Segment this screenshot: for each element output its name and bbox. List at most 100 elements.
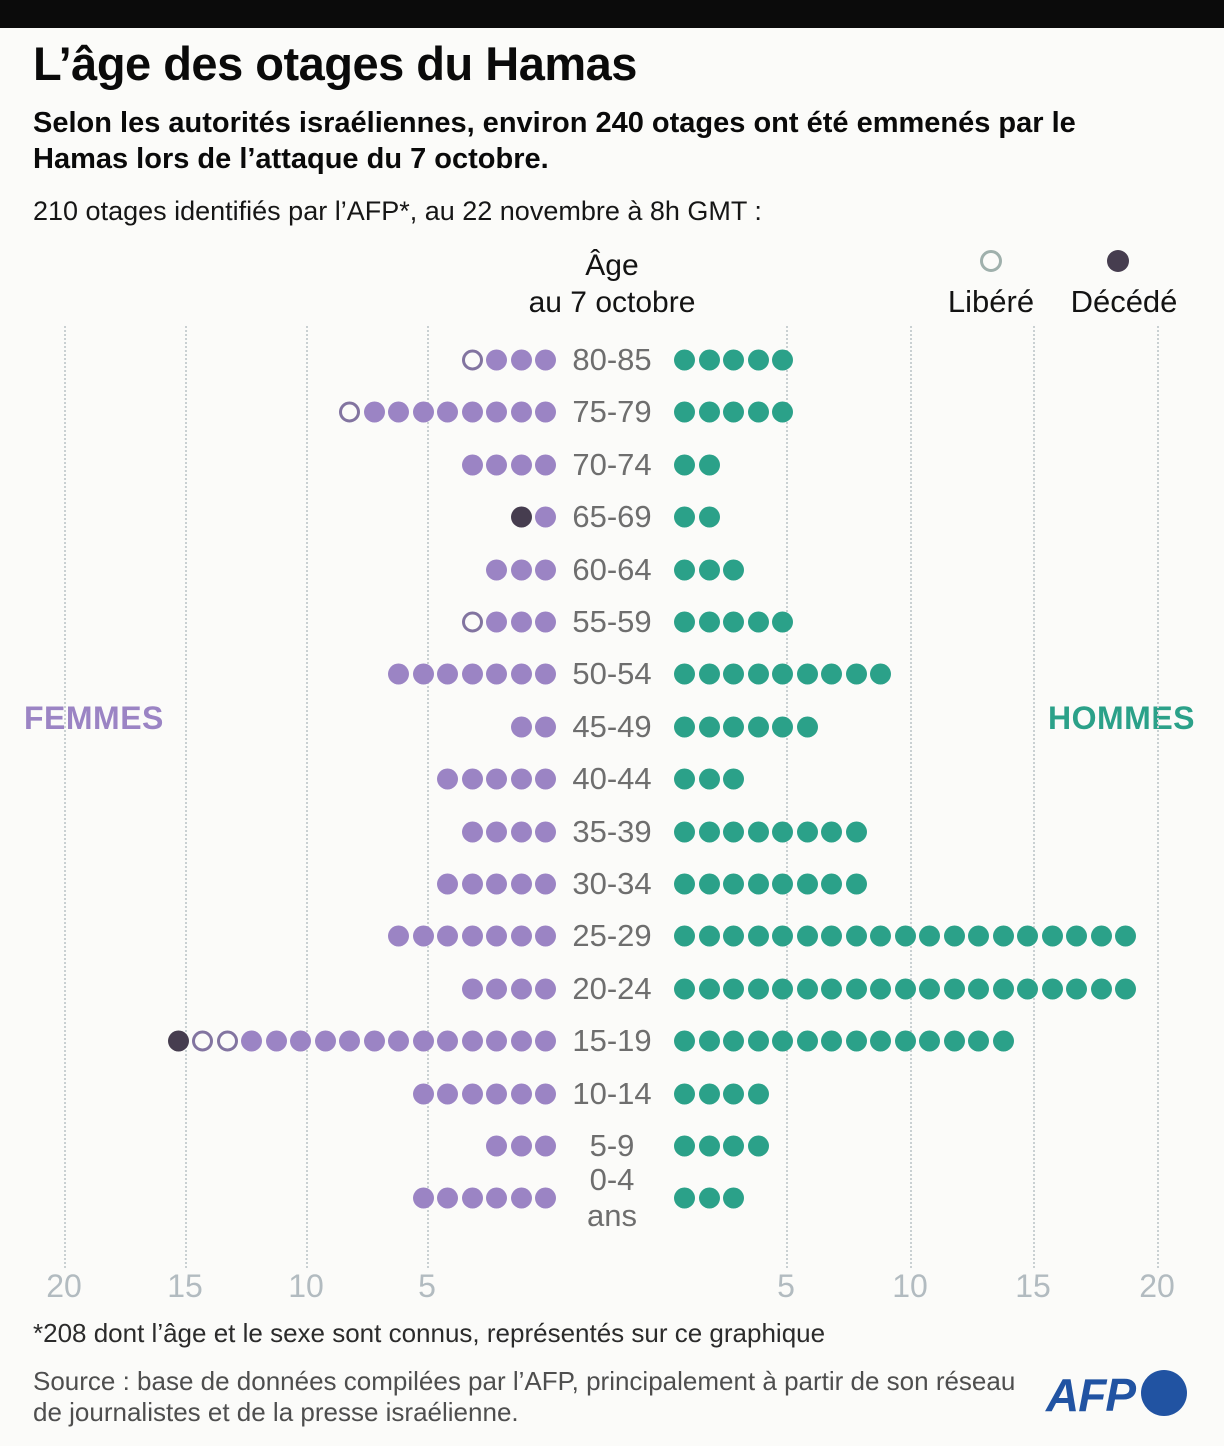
- age-group-label: 75-79: [572, 394, 652, 430]
- hostage-dot-women-held: [486, 768, 507, 790]
- hostage-dot-women-held: [461, 768, 483, 790]
- men-dots: [674, 401, 793, 423]
- women-dots: [461, 611, 556, 633]
- hostage-dot-men-held: [968, 978, 989, 1000]
- age-row-75-79: 75-79: [0, 386, 1224, 438]
- hostage-dot-men-held: [674, 716, 695, 738]
- hostage-dot-men-held: [747, 1030, 769, 1052]
- hostage-dot-men-held: [723, 349, 744, 371]
- hostage-dot-women-held: [486, 821, 507, 843]
- hostage-dot-women-deceased: [167, 1030, 189, 1052]
- hostage-dot-men-held: [919, 978, 940, 1000]
- age-group-label: 10-14: [572, 1075, 652, 1111]
- hostage-dot-women-held: [486, 925, 507, 947]
- hostage-dot-men-held: [772, 401, 793, 423]
- hostage-dot-men-held: [674, 1083, 695, 1105]
- hostage-dot-women-held: [535, 978, 556, 1000]
- age-group-label: 0-4 ans: [537, 1162, 687, 1234]
- hostage-dot-men-held: [1017, 925, 1038, 947]
- hostage-dot-men-held: [845, 978, 867, 1000]
- women-dots: [412, 1187, 556, 1209]
- hostage-dot-women-held: [437, 1083, 458, 1105]
- subtitle: Selon les autorités israéliennes, enviro…: [33, 107, 1076, 175]
- hostage-dot-women-held: [461, 454, 483, 476]
- hostage-dot-women-held: [388, 401, 409, 423]
- men-dots: [674, 873, 867, 895]
- hostage-dot-men-held: [796, 978, 818, 1000]
- axis-tick-label: 10: [288, 1268, 324, 1304]
- hostage-dot-women-held: [437, 925, 458, 947]
- hostage-dot-men-held: [723, 611, 744, 633]
- hostage-dot-men-held: [772, 716, 793, 738]
- age-group-label: 35-39: [572, 813, 652, 849]
- hostage-dot-women-held: [535, 873, 556, 895]
- hostage-dot-men-held: [674, 663, 695, 685]
- hostage-dot-women-held: [535, 454, 556, 476]
- hostage-dot-men-held: [772, 978, 793, 1000]
- hostage-dot-men-held: [698, 401, 720, 423]
- hostage-dot-men-held: [698, 559, 720, 581]
- age-group-label: 5-9: [589, 1128, 635, 1163]
- hostage-dot-women-held: [535, 1083, 556, 1105]
- age-row-60-64: 60-64: [0, 544, 1224, 596]
- women-dots: [510, 716, 556, 738]
- age-row-5-9: 5-9: [0, 1120, 1224, 1172]
- hostage-dot-women-held: [510, 768, 532, 790]
- hostage-dot-men-held: [821, 821, 842, 843]
- hostage-dot-women-held: [363, 1030, 385, 1052]
- hostage-dot-men-held: [1115, 925, 1136, 947]
- hostage-dot-women-held: [535, 716, 556, 738]
- age-group-label: 60-64: [572, 551, 652, 587]
- gridline: [1033, 326, 1035, 1268]
- hostage-dot-women-released: [461, 611, 483, 633]
- hostage-dot-men-held: [698, 768, 720, 790]
- hostage-dot-men-held: [821, 1030, 842, 1052]
- hostage-dot-men-held: [723, 821, 744, 843]
- hostage-dot-women-held: [510, 1187, 532, 1209]
- hostage-dot-men-held: [821, 925, 842, 947]
- hostage-dot-men-held: [796, 821, 818, 843]
- hostage-dot-women-held: [510, 716, 532, 738]
- hostage-dot-women-held: [486, 1135, 507, 1157]
- hostage-dot-women-held: [486, 873, 507, 895]
- women-dots: [388, 925, 556, 947]
- hostage-dot-men-held: [674, 873, 695, 895]
- axis-tick-label: 20: [1139, 1268, 1175, 1304]
- hostage-dot-men-held: [723, 1135, 744, 1157]
- hostage-dot-women-held: [510, 821, 532, 843]
- hostage-dot-men-held: [845, 1030, 867, 1052]
- footnote: *208 dont l’âge et le sexe sont connus, …: [33, 1318, 826, 1348]
- age-row-50-54: 50-54: [0, 648, 1224, 700]
- page-title: L’âge des otages du Hamas: [33, 37, 637, 90]
- hostage-dot-women-held: [437, 663, 458, 685]
- hostage-dot-men-held: [772, 349, 793, 371]
- women-dots: [412, 1083, 556, 1105]
- hostage-dot-men-held: [992, 925, 1014, 947]
- hostage-dot-women-held: [535, 821, 556, 843]
- hostage-dot-men-held: [747, 925, 769, 947]
- hostage-dot-women-deceased: [510, 506, 532, 528]
- hostage-dot-men-held: [747, 873, 769, 895]
- hostage-dot-men-held: [894, 978, 916, 1000]
- men-dots: [674, 768, 744, 790]
- women-dots: [486, 1135, 556, 1157]
- hostage-dot-women-held: [510, 1083, 532, 1105]
- hostage-dot-men-held: [698, 925, 720, 947]
- men-dots: [674, 1030, 1014, 1052]
- hostage-dot-women-held: [535, 506, 556, 528]
- hostage-dot-men-held: [943, 925, 965, 947]
- hostage-dot-women-held: [535, 401, 556, 423]
- age-row-15-19: 15-19: [0, 1015, 1224, 1067]
- hostage-dot-women-held: [412, 1187, 434, 1209]
- hostage-dot-women-held: [461, 401, 483, 423]
- hostage-dot-women-held: [510, 401, 532, 423]
- hostage-dot-men-held: [796, 1030, 818, 1052]
- unit-label: ans: [587, 1198, 637, 1234]
- axis-tick-label: 15: [167, 1268, 203, 1304]
- men-dots: [674, 611, 793, 633]
- hostage-dot-men-held: [747, 1083, 769, 1105]
- hostage-dot-men-held: [723, 1030, 744, 1052]
- hostage-dot-women-held: [461, 925, 483, 947]
- age-row-10-14: 10-14: [0, 1068, 1224, 1120]
- hostage-dot-men-held: [747, 349, 769, 371]
